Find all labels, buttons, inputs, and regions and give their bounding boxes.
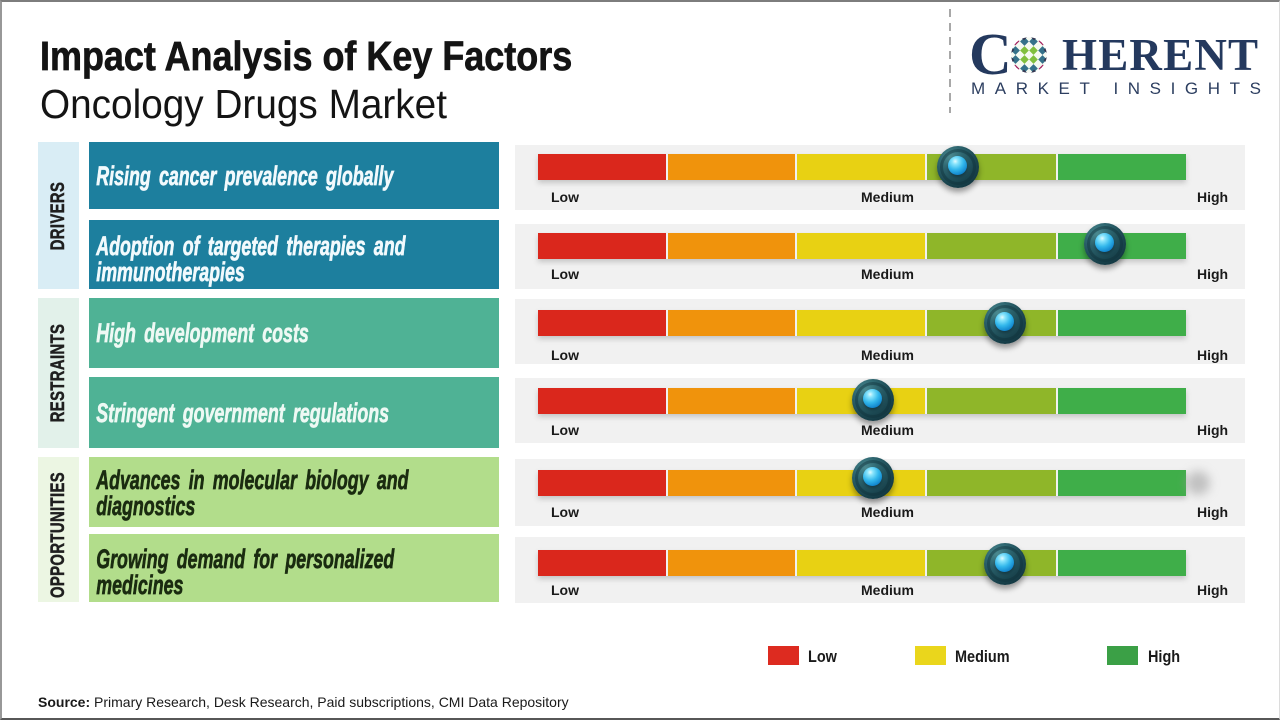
svg-text:C: C xyxy=(969,21,1012,87)
svg-text:HERENT: HERENT xyxy=(1062,30,1259,80)
svg-text:MARKET INSIGHTS: MARKET INSIGHTS xyxy=(971,79,1271,98)
